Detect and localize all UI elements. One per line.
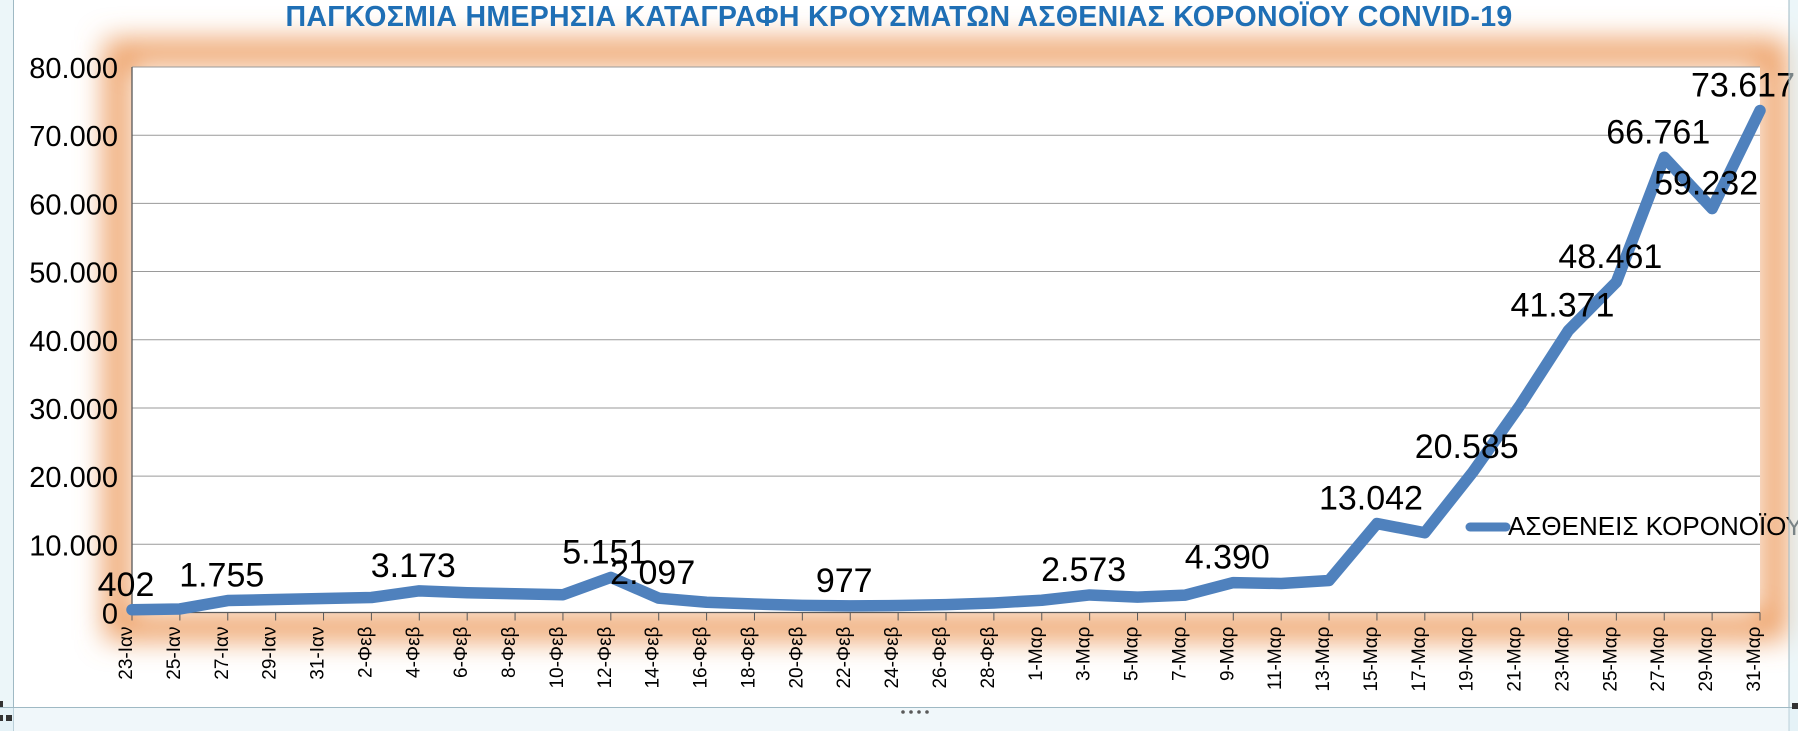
svg-text:66.761: 66.761 [1606,113,1710,151]
svg-text:50.000: 50.000 [29,258,118,290]
svg-text:14-Φεβ: 14-Φεβ [643,626,664,688]
svg-text:4.390: 4.390 [1185,539,1270,577]
svg-text:1.755: 1.755 [179,557,264,595]
svg-text:10.000: 10.000 [29,530,118,562]
svg-text:41.371: 41.371 [1510,286,1614,324]
svg-text:9-Μαρ: 9-Μαρ [1217,626,1238,681]
svg-text:2.573: 2.573 [1041,551,1126,589]
svg-text:23-Ιαν: 23-Ιαν [116,627,137,680]
svg-text:40.000: 40.000 [29,326,118,358]
svg-text:80.000: 80.000 [29,53,118,85]
svg-text:10-Φεβ: 10-Φεβ [547,626,568,688]
svg-text:17-Μαρ: 17-Μαρ [1409,626,1430,691]
svg-text:13.042: 13.042 [1319,480,1423,518]
svg-text:31-Μαρ: 31-Μαρ [1744,626,1765,691]
svg-text:2.097: 2.097 [610,554,695,592]
svg-text:20.000: 20.000 [29,462,118,494]
svg-text:30.000: 30.000 [29,394,118,426]
svg-text:3.173: 3.173 [371,547,456,585]
svg-text:3-Μαρ: 3-Μαρ [1074,626,1095,681]
svg-text:6-Φεβ: 6-Φεβ [451,626,472,678]
svg-text:1-Μαρ: 1-Μαρ [1026,626,1047,681]
svg-text:28-Φεβ: 28-Φεβ [978,626,999,688]
svg-text:4-Φεβ: 4-Φεβ [403,626,424,678]
svg-text:19-Μαρ: 19-Μαρ [1457,626,1478,691]
svg-text:48.461: 48.461 [1558,238,1662,276]
svg-text:27-Ιαν: 27-Ιαν [212,627,233,680]
svg-text:ΑΣΘΕΝΕΙΣ ΚΟΡΟΝΟΪΟΥ: ΑΣΘΕΝΕΙΣ ΚΟΡΟΝΟΪΟΥ [1508,511,1798,541]
svg-text:402: 402 [98,566,155,604]
svg-text:73.617: 73.617 [1691,67,1795,105]
svg-text:8-Φεβ: 8-Φεβ [499,626,520,678]
svg-text:27-Μαρ: 27-Μαρ [1648,626,1669,691]
svg-text:31-Ιαν: 31-Ιαν [308,627,329,680]
svg-text:29-Ιαν: 29-Ιαν [260,627,281,680]
svg-text:977: 977 [816,562,873,600]
svg-text:18-Φεβ: 18-Φεβ [738,626,759,688]
svg-text:7-Μαρ: 7-Μαρ [1169,626,1190,681]
svg-text:20.585: 20.585 [1415,428,1519,466]
svg-text:26-Φεβ: 26-Φεβ [930,626,951,688]
svg-text:24-Φεβ: 24-Φεβ [882,626,903,688]
svg-text:16-Φεβ: 16-Φεβ [691,626,712,688]
svg-text:60.000: 60.000 [29,189,118,221]
svg-text:15-Μαρ: 15-Μαρ [1361,626,1382,691]
svg-text:23-Μαρ: 23-Μαρ [1552,626,1573,691]
svg-text:20-Φεβ: 20-Φεβ [786,626,807,688]
svg-text:5-Μαρ: 5-Μαρ [1122,626,1143,681]
svg-text:12-Φεβ: 12-Φεβ [595,626,616,688]
svg-text:25-Ιαν: 25-Ιαν [164,627,185,680]
svg-text:11-Μαρ: 11-Μαρ [1265,626,1286,690]
svg-text:13-Μαρ: 13-Μαρ [1313,626,1334,691]
svg-text:2-Φεβ: 2-Φεβ [355,626,376,678]
svg-text:29-Μαρ: 29-Μαρ [1696,626,1717,691]
svg-text:59.232: 59.232 [1654,165,1758,203]
svg-text:70.000: 70.000 [29,121,118,153]
svg-text:21-Μαρ: 21-Μαρ [1505,626,1526,691]
svg-text:25-Μαρ: 25-Μαρ [1600,626,1621,691]
svg-text:22-Φεβ: 22-Φεβ [834,626,855,688]
